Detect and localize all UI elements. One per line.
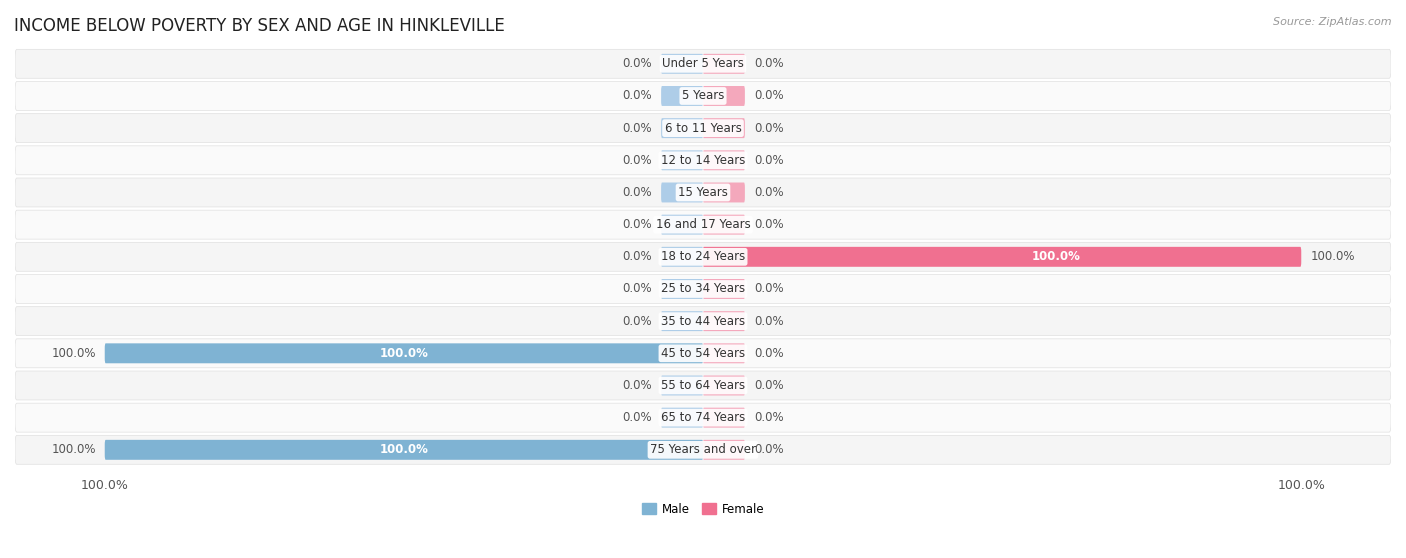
Text: 100.0%: 100.0% — [380, 443, 429, 456]
Text: 0.0%: 0.0% — [623, 315, 652, 328]
FancyBboxPatch shape — [15, 114, 1391, 143]
FancyBboxPatch shape — [703, 247, 1302, 267]
FancyBboxPatch shape — [661, 279, 703, 299]
Text: 100.0%: 100.0% — [1032, 251, 1081, 263]
FancyBboxPatch shape — [703, 215, 745, 234]
Text: 0.0%: 0.0% — [754, 443, 783, 456]
Text: 100.0%: 100.0% — [51, 347, 96, 360]
Text: 0.0%: 0.0% — [754, 154, 783, 167]
FancyBboxPatch shape — [703, 311, 745, 331]
Text: INCOME BELOW POVERTY BY SEX AND AGE IN HINKLEVILLE: INCOME BELOW POVERTY BY SEX AND AGE IN H… — [14, 17, 505, 35]
FancyBboxPatch shape — [703, 86, 745, 106]
Text: 0.0%: 0.0% — [623, 411, 652, 424]
FancyBboxPatch shape — [703, 408, 745, 427]
FancyBboxPatch shape — [703, 279, 745, 299]
FancyBboxPatch shape — [15, 178, 1391, 207]
FancyBboxPatch shape — [15, 307, 1391, 335]
Text: 65 to 74 Years: 65 to 74 Years — [661, 411, 745, 424]
FancyBboxPatch shape — [104, 343, 703, 363]
FancyBboxPatch shape — [15, 81, 1391, 110]
FancyBboxPatch shape — [703, 440, 745, 460]
Text: 75 Years and over: 75 Years and over — [650, 443, 756, 456]
FancyBboxPatch shape — [15, 339, 1391, 368]
Text: 25 to 34 Years: 25 to 34 Years — [661, 282, 745, 296]
Text: 0.0%: 0.0% — [754, 218, 783, 231]
Text: Source: ZipAtlas.com: Source: ZipAtlas.com — [1274, 17, 1392, 27]
FancyBboxPatch shape — [15, 242, 1391, 271]
Text: 0.0%: 0.0% — [754, 411, 783, 424]
FancyBboxPatch shape — [104, 440, 703, 460]
Text: 15 Years: 15 Years — [678, 186, 728, 199]
FancyBboxPatch shape — [15, 371, 1391, 400]
FancyBboxPatch shape — [661, 86, 703, 106]
FancyBboxPatch shape — [15, 403, 1391, 432]
Text: 5 Years: 5 Years — [682, 89, 724, 103]
FancyBboxPatch shape — [661, 182, 703, 203]
Text: 0.0%: 0.0% — [754, 379, 783, 392]
Text: Under 5 Years: Under 5 Years — [662, 57, 744, 70]
Text: 18 to 24 Years: 18 to 24 Years — [661, 251, 745, 263]
FancyBboxPatch shape — [15, 275, 1391, 304]
Text: 0.0%: 0.0% — [754, 347, 783, 360]
Text: 0.0%: 0.0% — [623, 57, 652, 70]
Text: 16 and 17 Years: 16 and 17 Years — [655, 218, 751, 231]
FancyBboxPatch shape — [703, 54, 745, 74]
FancyBboxPatch shape — [661, 408, 703, 427]
Text: 45 to 54 Years: 45 to 54 Years — [661, 347, 745, 360]
Text: 0.0%: 0.0% — [623, 379, 652, 392]
FancyBboxPatch shape — [661, 311, 703, 331]
Text: 100.0%: 100.0% — [380, 347, 429, 360]
FancyBboxPatch shape — [15, 210, 1391, 239]
FancyBboxPatch shape — [703, 118, 745, 138]
Text: 0.0%: 0.0% — [623, 251, 652, 263]
FancyBboxPatch shape — [661, 215, 703, 234]
Text: 0.0%: 0.0% — [754, 89, 783, 103]
Text: 55 to 64 Years: 55 to 64 Years — [661, 379, 745, 392]
FancyBboxPatch shape — [661, 54, 703, 74]
Text: 0.0%: 0.0% — [623, 89, 652, 103]
Text: 12 to 14 Years: 12 to 14 Years — [661, 154, 745, 167]
Text: 35 to 44 Years: 35 to 44 Years — [661, 315, 745, 328]
FancyBboxPatch shape — [15, 49, 1391, 78]
Text: 100.0%: 100.0% — [51, 443, 96, 456]
FancyBboxPatch shape — [661, 376, 703, 396]
Text: 0.0%: 0.0% — [754, 186, 783, 199]
FancyBboxPatch shape — [703, 343, 745, 363]
FancyBboxPatch shape — [661, 118, 703, 138]
Text: 0.0%: 0.0% — [754, 122, 783, 134]
FancyBboxPatch shape — [661, 247, 703, 267]
Text: 0.0%: 0.0% — [623, 282, 652, 296]
FancyBboxPatch shape — [15, 435, 1391, 464]
Text: 0.0%: 0.0% — [754, 57, 783, 70]
Text: 0.0%: 0.0% — [623, 154, 652, 167]
Text: 0.0%: 0.0% — [754, 315, 783, 328]
FancyBboxPatch shape — [703, 150, 745, 170]
Text: 0.0%: 0.0% — [623, 218, 652, 231]
FancyBboxPatch shape — [661, 150, 703, 170]
Text: 0.0%: 0.0% — [754, 282, 783, 296]
FancyBboxPatch shape — [703, 376, 745, 396]
FancyBboxPatch shape — [703, 182, 745, 203]
Text: 6 to 11 Years: 6 to 11 Years — [665, 122, 741, 134]
Legend: Male, Female: Male, Female — [637, 498, 769, 521]
Text: 100.0%: 100.0% — [1310, 251, 1355, 263]
FancyBboxPatch shape — [15, 146, 1391, 175]
Text: 0.0%: 0.0% — [623, 122, 652, 134]
Text: 0.0%: 0.0% — [623, 186, 652, 199]
